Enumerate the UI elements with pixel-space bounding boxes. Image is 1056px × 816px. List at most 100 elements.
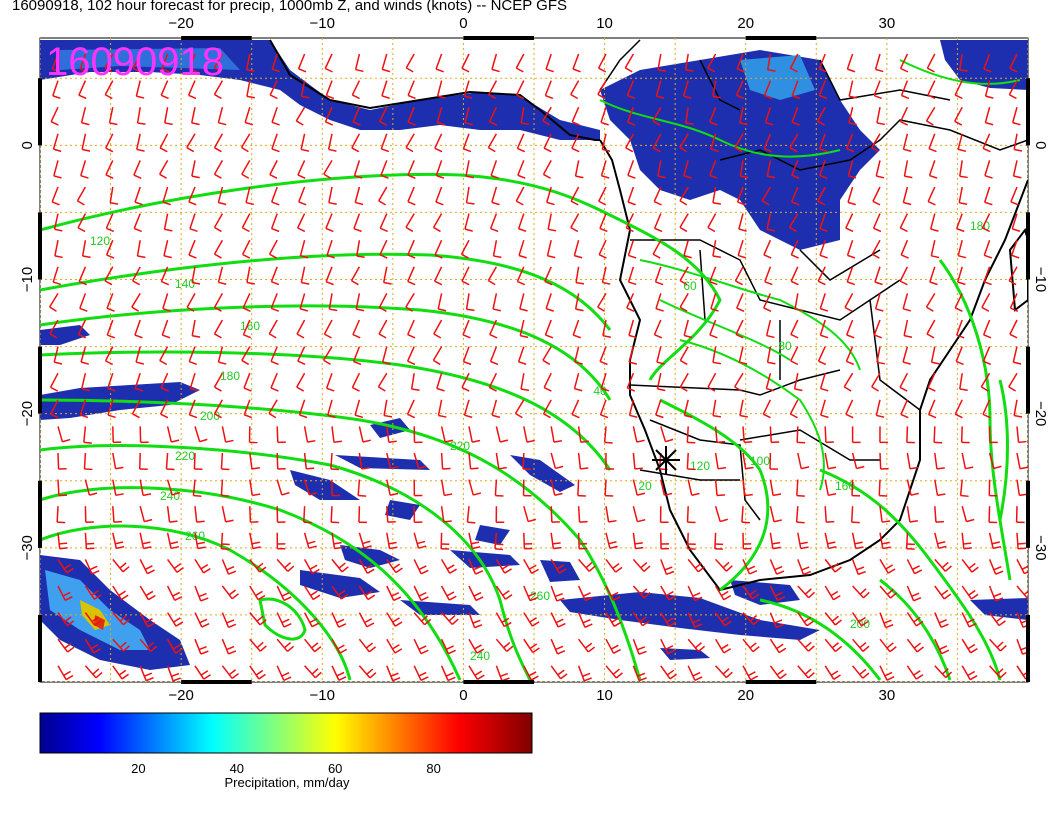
wind-barb-icon [960, 426, 970, 444]
wind-barb-icon [797, 638, 815, 652]
wind-barb-icon [379, 213, 388, 233]
contour-label: 160 [240, 319, 260, 333]
wind-barb-icon [52, 133, 62, 153]
wind-barb-icon [213, 293, 224, 312]
wind-barb-icon [824, 452, 837, 470]
wind-barb-icon [489, 346, 499, 366]
wind-barb-icon [906, 559, 923, 575]
wind-barb-icon [852, 665, 870, 679]
wind-barb-icon [571, 399, 580, 419]
wind-barb-icon [954, 80, 963, 100]
wind-barb-icon [600, 372, 610, 392]
wind-barb-icon [597, 80, 607, 100]
wind-barb-icon [325, 213, 334, 233]
wind-barb-icon [57, 638, 75, 653]
wind-barb-icon [304, 665, 322, 679]
wind-barb-icon [491, 186, 500, 206]
wind-barb-icon [542, 346, 552, 366]
wind-barb-icon [734, 372, 744, 392]
wind-barb-icon [848, 80, 858, 99]
wind-barb-icon [523, 585, 538, 602]
wind-barb-icon [653, 213, 663, 233]
wind-barb-icon [824, 479, 837, 497]
wind-barb-icon [762, 399, 772, 419]
wind-barb-icon [221, 506, 234, 523]
wind-barb-icon [271, 106, 280, 126]
wind-barb-icon [928, 133, 937, 153]
wind-barb-icon [491, 399, 501, 419]
wind-barb-icon [847, 160, 857, 179]
wind-barb-icon [632, 665, 647, 682]
wind-barb-icon [1010, 186, 1019, 206]
wind-barb-icon [652, 133, 662, 153]
wind-barb-icon [461, 53, 470, 73]
precip-area [290, 470, 360, 500]
contour-line [759, 598, 882, 681]
precip-area [335, 455, 430, 470]
wind-barb-icon [934, 532, 947, 550]
wind-barb-icon [879, 638, 897, 653]
wind-barb-icon [51, 186, 60, 206]
country-borders [599, 39, 1028, 521]
wind-barb-icon [542, 399, 552, 419]
wind-barb-icon [296, 213, 306, 233]
wind-barb-icon [660, 559, 675, 576]
wind-barb-icon [413, 452, 427, 470]
wind-barb-icon [574, 160, 584, 179]
wind-barb-icon [298, 399, 308, 419]
wind-barb-icon [221, 426, 234, 443]
wind-barb-icon [961, 638, 978, 654]
wind-barb-icon [163, 240, 172, 259]
wind-barb-icon [487, 266, 498, 286]
wind-barb-icon [517, 213, 527, 233]
wind-barb-icon [961, 532, 972, 550]
wind-barb-icon [769, 638, 787, 654]
wind-barb-icon [570, 80, 580, 100]
wind-barb-icon [653, 319, 663, 339]
wind-barb-icon [712, 186, 721, 205]
wind-barb-icon [166, 585, 183, 601]
wind-barb-icon [297, 160, 306, 179]
wind-barb-icon [112, 638, 130, 652]
precip-area [300, 570, 380, 598]
wind-barb-icon [765, 373, 775, 392]
wind-barb-icon [824, 585, 841, 601]
wind-barb-icon [741, 506, 750, 524]
wind-barb-icon [763, 293, 772, 312]
wind-barb-icon [112, 506, 122, 523]
wind-barb-icon [356, 240, 365, 259]
wind-barb-icon [468, 638, 485, 654]
wind-barb-icon [683, 319, 693, 339]
wind-barb-icon [166, 665, 181, 682]
wind-barb-icon [1016, 585, 1028, 599]
wind-barb-icon [322, 346, 333, 366]
wind-barb-icon [550, 638, 566, 655]
wind-barb-icon [268, 239, 278, 259]
wind-barb-icon [51, 53, 61, 73]
wind-barb-icon [906, 612, 924, 627]
wind-barb-icon [900, 399, 909, 419]
wind-barb-icon [131, 266, 141, 286]
wind-barb-icon [249, 506, 259, 523]
wind-barb-icon [928, 160, 938, 179]
wind-barb-icon [413, 559, 429, 575]
wind-barb-icon [598, 239, 607, 259]
wind-barb-icon [107, 372, 116, 392]
wind-barb-icon [81, 133, 91, 152]
wind-barb-icon [742, 452, 754, 470]
wind-barb-icon [550, 532, 562, 550]
wind-barb-icon [824, 506, 835, 523]
wind-barb-icon [164, 107, 173, 126]
wind-barb-icon [712, 399, 722, 418]
wind-barb-icon [605, 638, 621, 654]
wind-barb-icon [958, 53, 968, 72]
wind-barb-icon [797, 452, 810, 470]
wind-barb-icon [249, 479, 261, 497]
wind-barb-icon [413, 585, 429, 602]
wind-barb-icon [413, 506, 423, 523]
wind-barb-icon [139, 612, 156, 628]
contour-line [639, 259, 861, 491]
wind-barb-icon [217, 107, 227, 126]
lon-tick-label-bottom: −20 [168, 687, 193, 704]
wind-barb-icon [490, 160, 499, 179]
